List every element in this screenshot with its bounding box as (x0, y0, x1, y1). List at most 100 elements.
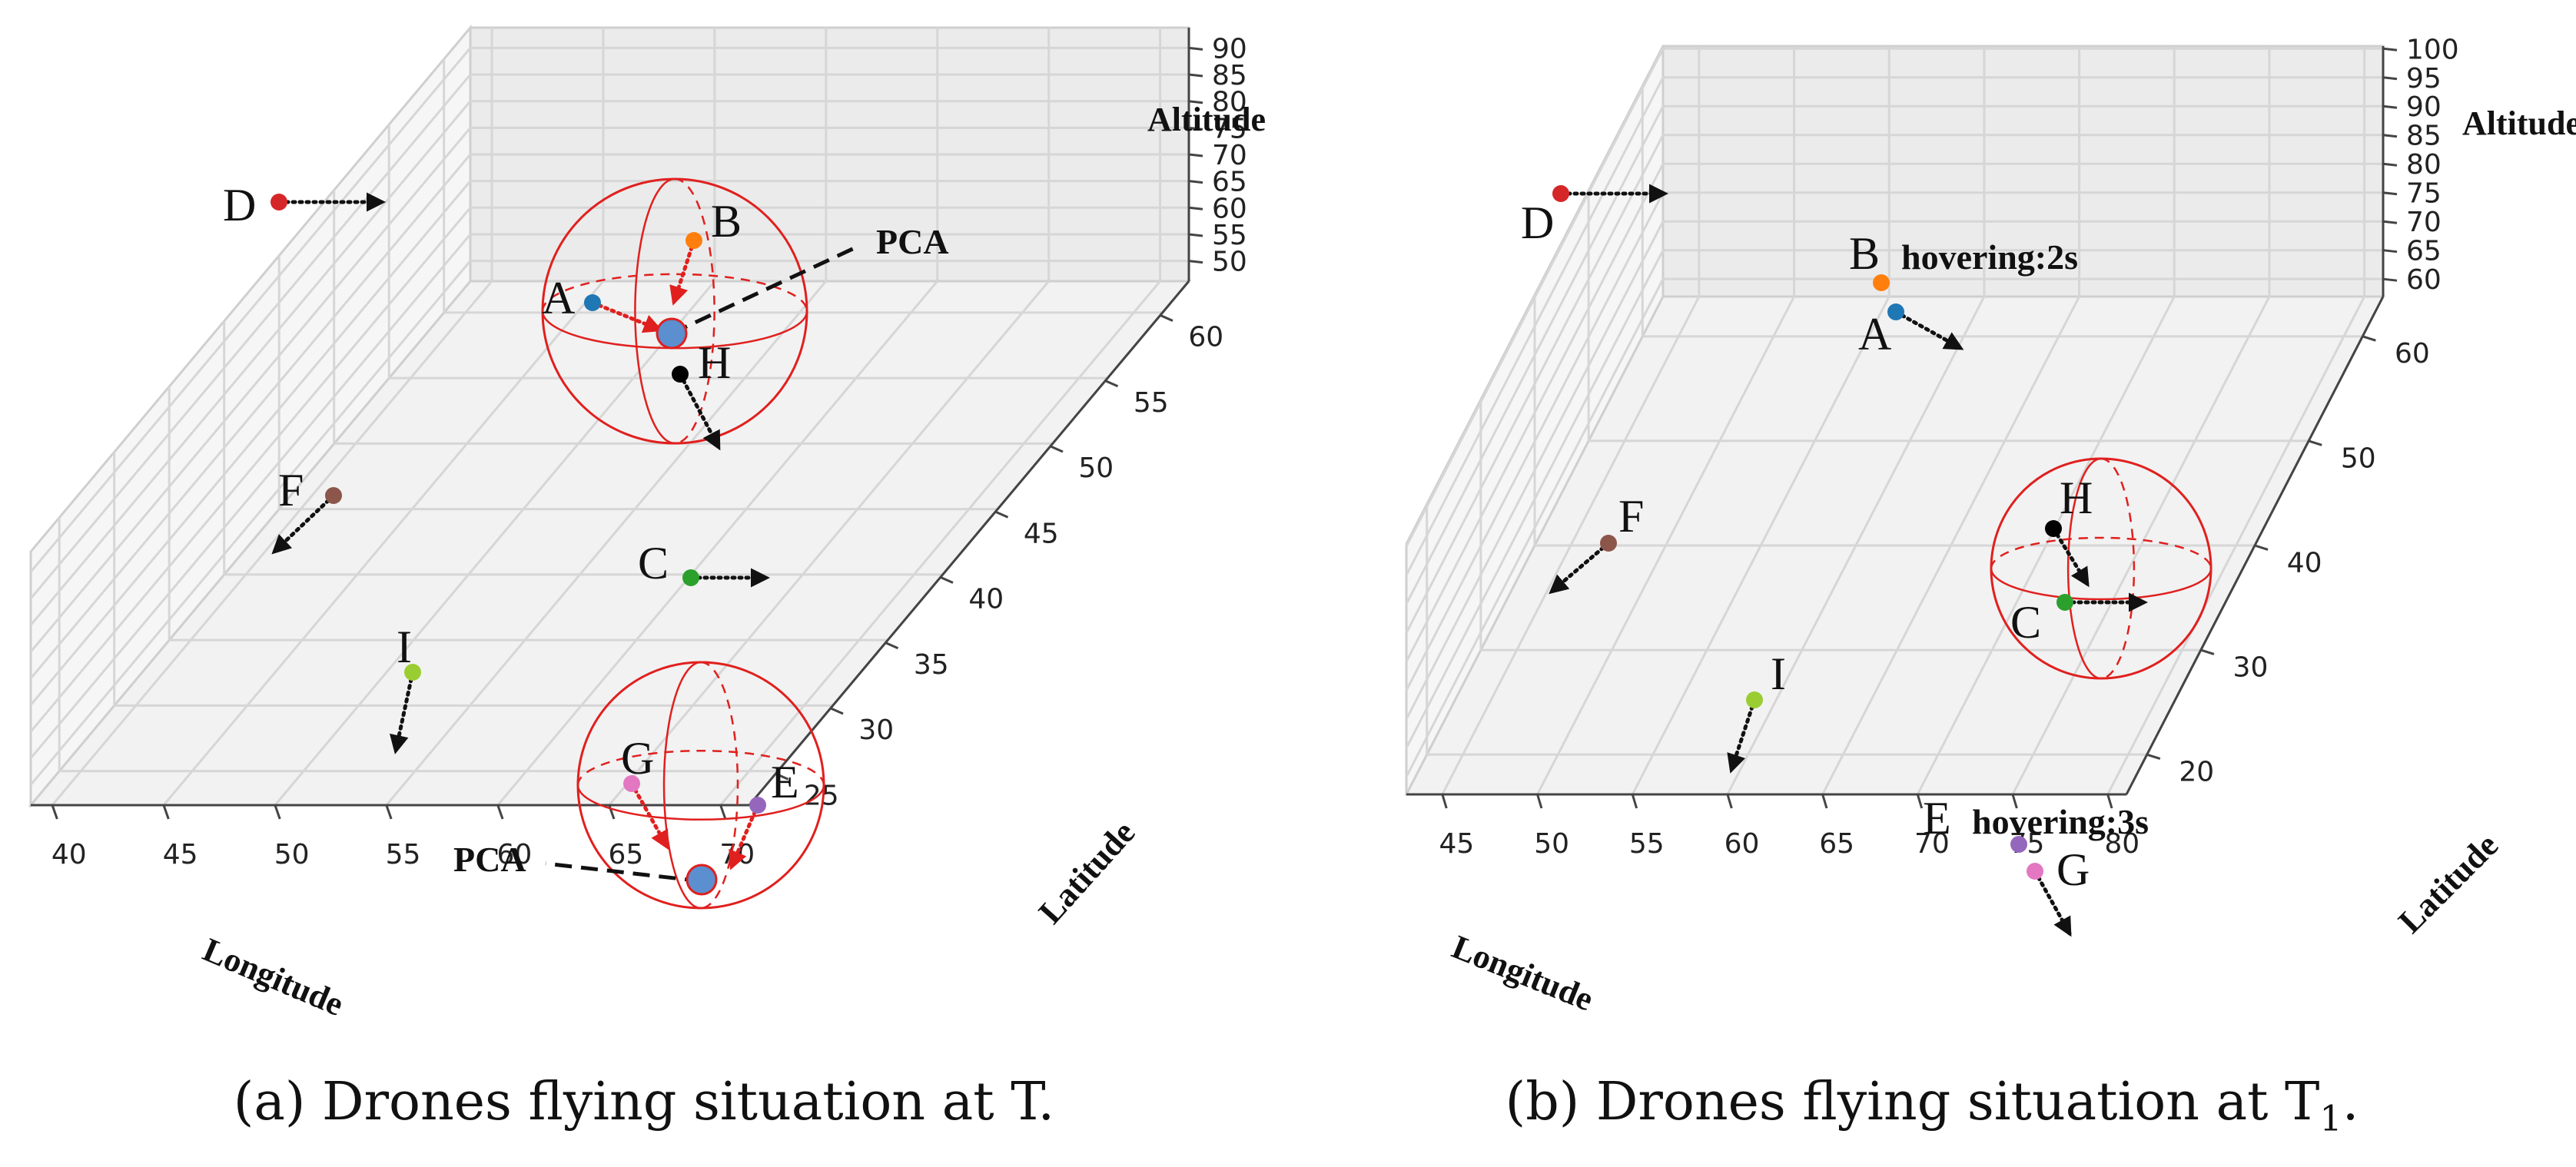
z-tick-mark (2382, 76, 2398, 81)
motion-arrow-a (1894, 310, 1964, 350)
y-tick-label: 40 (2287, 547, 2322, 579)
z-tick-mark (1188, 100, 1203, 104)
y-tick-label: 30 (2233, 651, 2269, 683)
y-tick-label: 20 (2179, 757, 2214, 788)
y-tick-label: 50 (2341, 443, 2376, 474)
z-tick-label: 95 (2406, 63, 2442, 94)
z-tick-label: 60 (2406, 264, 2442, 296)
x-tick-mark (51, 804, 58, 820)
point-c (2056, 594, 2073, 611)
pca-point-bottom (685, 864, 718, 896)
x-tick-mark (274, 804, 281, 820)
y-axis-line (748, 280, 1190, 806)
point-label-a: A (1858, 309, 1891, 360)
x-axis-title: Longitude (1447, 928, 1598, 1019)
x-tick-label: 45 (163, 839, 198, 870)
x-tick-mark (1821, 794, 1828, 809)
z-tick-label: 75 (1212, 113, 1247, 144)
sphere-meridian-back (700, 661, 739, 910)
y-tick-label: 50 (1078, 453, 1114, 484)
motion-arrow-h (678, 372, 721, 451)
z-tick-mark (1188, 126, 1203, 131)
sphere-equator-back (576, 749, 825, 786)
point-e (2010, 836, 2027, 853)
grid-line-z-wall (1405, 163, 1665, 662)
motion-arrow-a (590, 300, 663, 333)
y-tick-label: 60 (2395, 338, 2430, 370)
y-tick-label: 35 (914, 649, 949, 681)
x-tick-mark (1916, 794, 1924, 809)
point-label-g: G (2056, 844, 2090, 895)
grid-line-z-wall (29, 127, 472, 653)
z-tick-mark (1188, 46, 1203, 51)
motion-arrow-b (669, 238, 696, 306)
z-tick-label: 70 (1212, 140, 1247, 171)
z-axis-title: Altitude (1147, 101, 1266, 138)
caption-a: (a) Drones flying situation at T. (233, 1072, 1055, 1132)
sphere-meridian-back (674, 177, 715, 445)
x-tick-label: 65 (1819, 828, 1854, 860)
y-tick-label: 30 (858, 714, 894, 746)
y-tick-mark (2308, 439, 2322, 446)
point-d (271, 194, 287, 211)
panel-b: 4550556065707580203040506060657075808590… (1288, 0, 2576, 1167)
chart-a: 4045505560657025303540455055605055606570… (28, 24, 1266, 1023)
x-tick-mark (2011, 794, 2018, 809)
x-tick-mark (608, 804, 616, 820)
motion-arrow-g (629, 781, 669, 850)
grid-line-z-wall (1405, 250, 1665, 749)
z-tick-label: 85 (1212, 60, 1247, 91)
grid-line-x (162, 280, 605, 806)
x-tick-label: 55 (386, 839, 421, 870)
z-tick-mark (2382, 249, 2398, 254)
z-tick-label: 80 (1212, 87, 1247, 118)
point-e (749, 797, 766, 814)
x-tick-label: 60 (497, 839, 533, 870)
point-label-b: B (711, 196, 742, 247)
z-tick-mark (2382, 191, 2398, 196)
grid-line-z-wall (29, 154, 472, 679)
sphere-meridian-front (662, 661, 702, 910)
grid-line-z-wall (1405, 220, 1665, 720)
x-tick-label: 60 (1725, 828, 1760, 860)
x-tick-label: 45 (1439, 828, 1475, 860)
y-tick-label: 55 (1134, 387, 1169, 419)
point-f (1600, 535, 1617, 552)
point-f (325, 487, 342, 504)
hover-note-e: hovering:3s (1972, 802, 2149, 841)
grid-line-x (719, 280, 1161, 806)
y-tick-label: 40 (968, 584, 1004, 615)
motion-arrow-i (389, 670, 415, 754)
motion-arrow-g (2033, 869, 2072, 937)
motion-arrow-e (729, 803, 760, 870)
x-tick-label: 50 (1534, 828, 1569, 860)
z-tick-mark (1188, 233, 1203, 237)
z-tick-label: 90 (1212, 33, 1247, 65)
y-tick-mark (1160, 313, 1173, 322)
y-tick-mark (885, 642, 899, 650)
z-tick-label: 65 (1212, 167, 1247, 198)
y-axis-title: Latitude (2391, 826, 2505, 940)
y-tick-label: 60 (1188, 322, 1223, 353)
panel-a: 4045505560657025303540455055605055606570… (28, 24, 1266, 1132)
z-axis-title: Altitude (2462, 104, 2576, 142)
z-tick-label: 100 (2406, 34, 2459, 65)
x-tick-label: 50 (274, 839, 310, 870)
point-label-e: E (1923, 793, 1951, 844)
y-tick-mark (2362, 335, 2376, 342)
grid-line-z-wall (29, 180, 472, 706)
point-a (584, 294, 601, 311)
y-tick-label: 45 (1024, 518, 1059, 549)
pca-point-top (656, 317, 688, 350)
motion-arrow-f (1549, 541, 1611, 595)
caption-b: (b) Drones flying situation at T1. (1505, 1072, 2359, 1139)
grid-line-z-wall (1405, 134, 1665, 634)
point-label-d: D (223, 180, 256, 230)
point-label-i: I (397, 622, 412, 672)
y-tick-mark (994, 510, 1009, 519)
point-c (682, 569, 699, 586)
grid-line-z-wall (29, 207, 472, 733)
point-label-a: A (542, 273, 575, 323)
z-tick-mark (2382, 277, 2398, 282)
sphere-meridian-back (2100, 457, 2136, 680)
